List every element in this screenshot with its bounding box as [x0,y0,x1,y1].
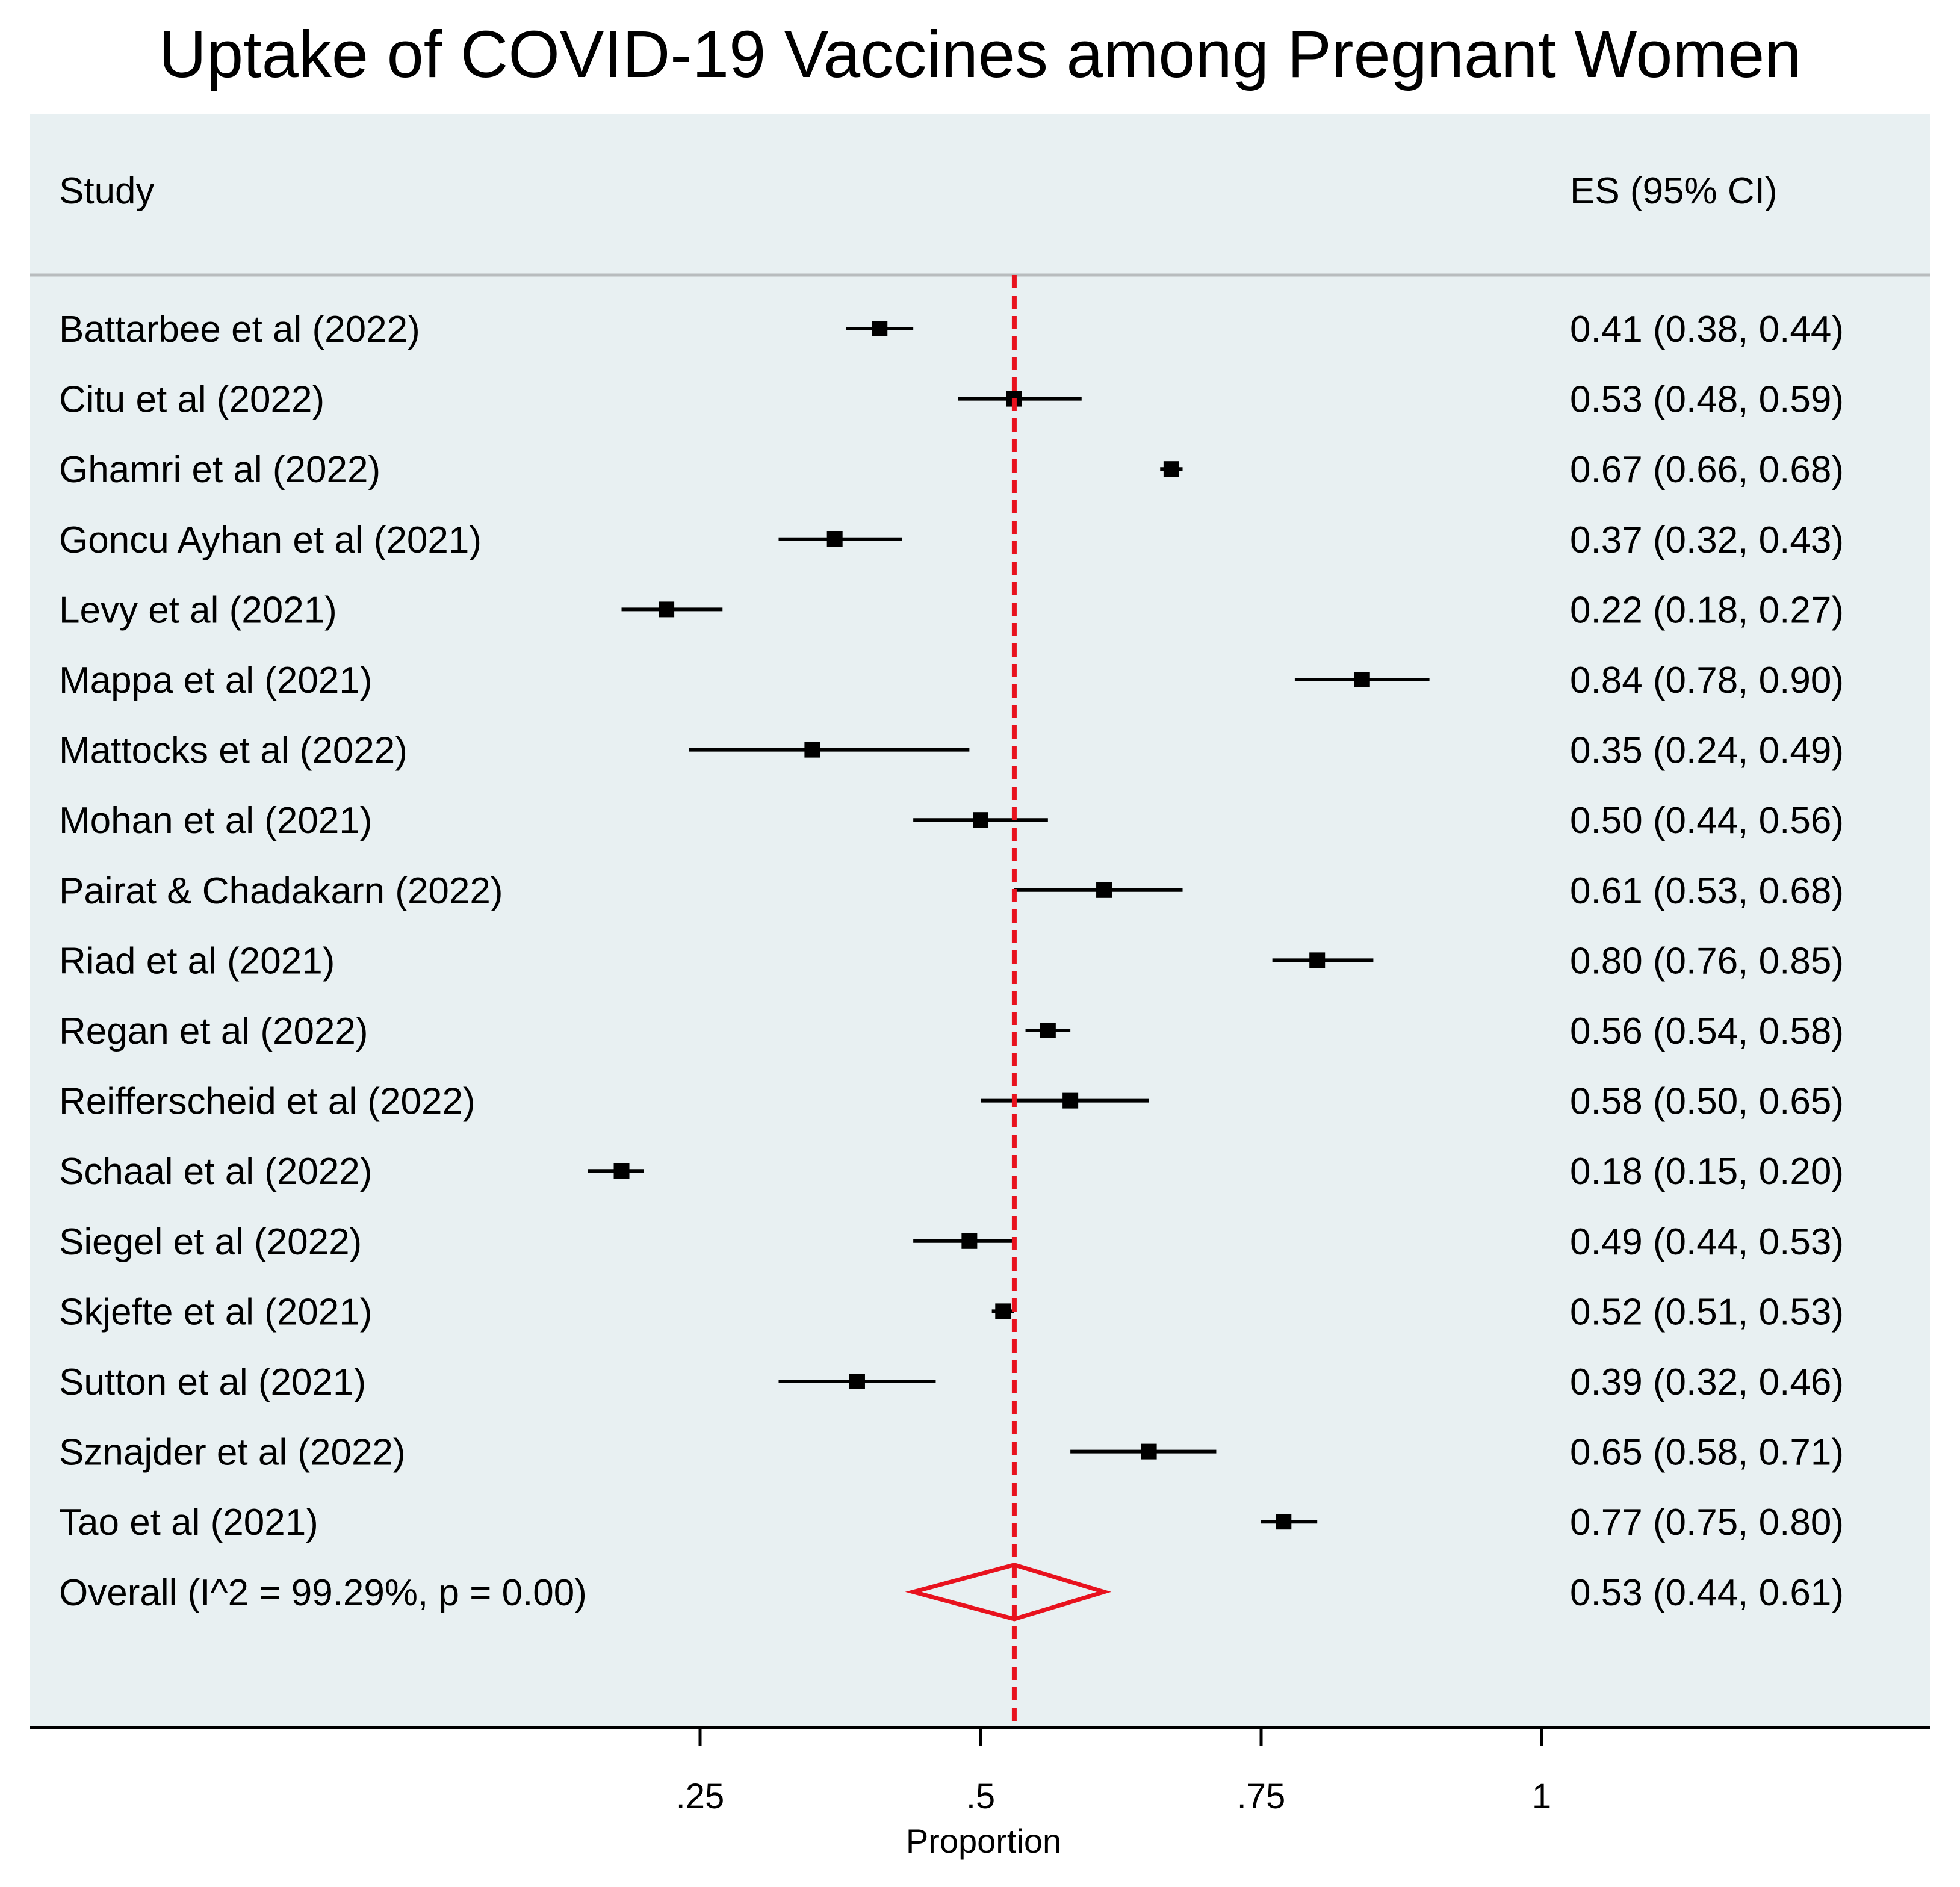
overall-diamond [905,1563,1112,1622]
study-label: Reifferscheid et al (2022) [59,1081,476,1123]
study-es-ci: 0.61 (0.53, 0.68) [1570,870,1844,912]
study-row: Pairat & Chadakarn (2022) 0.61 (0.53, 0.6… [59,870,1844,912]
study-label: Siegel et al (2022) [59,1221,362,1263]
x-tick-label: 1 [1532,1777,1551,1816]
study-label: Mohan et al (2021) [59,800,372,841]
study-label: Skjefte et al (2021) [59,1291,372,1333]
study-label: Levy et al (2021) [59,589,337,631]
point-estimate [1096,882,1112,898]
point-estimate [961,1233,978,1249]
point-estimate [995,1303,1011,1319]
point-estimate [826,531,843,547]
point-estimate [973,812,988,828]
study-es-ci: 0.84 (0.78, 0.90) [1570,660,1844,701]
study-row: Levy et al (2021) 0.22 (0.18, 0.27) [59,589,1844,631]
study-label: Ghamri et al (2022) [59,449,380,491]
x-axis-label: Proportion [906,1822,1061,1860]
x-tick-label: .5 [966,1777,995,1816]
study-label: Pairat & Chadakarn (2022) [59,870,503,912]
study-es-ci: 0.58 (0.50, 0.65) [1570,1081,1844,1123]
study-row: Skjefte et al (2021) 0.52 (0.51, 0.53) [59,1291,1844,1333]
study-es-ci: 0.50 (0.44, 0.56) [1570,800,1844,841]
study-es-ci: 0.80 (0.76, 0.85) [1570,940,1844,982]
study-row: Mohan et al (2021) 0.50 (0.44, 0.56) [59,800,1844,841]
point-estimate [1141,1443,1157,1460]
study-es-ci: 0.18 (0.15, 0.20) [1570,1151,1844,1192]
point-estimate [872,321,888,336]
study-row: Siegel et al (2022) 0.49 (0.44, 0.53) [59,1221,1844,1263]
study-row: Reifferscheid et al (2022) 0.58 (0.50, 0.… [59,1081,1844,1123]
chart-title: Uptake of COVID-19 Vaccines among Pregna… [159,17,1802,91]
study-rows: Battarbee et al (2022) 0.41 (0.38, 0.44) C… [59,309,1844,1614]
study-row: Sznajder et al (2022) 0.65 (0.58, 0.71) [59,1432,1844,1473]
header-es-ci: ES (95% CI) [1570,170,1778,212]
study-label: Mappa et al (2021) [59,660,372,701]
study-es-ci: 0.77 (0.75, 0.80) [1570,1502,1844,1543]
study-es-ci: 0.53 (0.48, 0.59) [1570,379,1844,421]
overall-row: Overall (I^2 = 99.29%, p = 0.00) 0.53 (0.… [59,1572,1844,1614]
point-estimate [1309,952,1326,968]
point-estimate [1062,1092,1079,1109]
study-row: Mattocks et al (2022) 0.35 (0.24, 0.49) [59,730,1844,772]
point-estimate [1040,1023,1056,1038]
study-label: Sznajder et al (2022) [59,1432,406,1473]
overall-label: Overall (I^2 = 99.29%, p = 0.00) [59,1572,587,1614]
point-estimate [849,1374,865,1389]
study-label: Regan et al (2022) [59,1011,368,1052]
study-row: Goncu Ayhan et al (2021) 0.37 (0.32, 0.43… [59,519,1844,561]
header-study: Study [59,170,155,212]
overall-es-ci: 0.53 (0.44, 0.61) [1570,1572,1844,1614]
study-es-ci: 0.37 (0.32, 0.43) [1570,519,1844,561]
study-label: Riad et al (2021) [59,940,335,982]
study-label: Citu et al (2022) [59,379,324,421]
x-tick-label: .75 [1237,1777,1286,1816]
study-row: Citu et al (2022) 0.53 (0.48, 0.59) [59,379,1844,421]
study-es-ci: 0.52 (0.51, 0.53) [1570,1291,1844,1333]
study-es-ci: 0.49 (0.44, 0.53) [1570,1221,1844,1263]
study-row: Ghamri et al (2022) 0.67 (0.66, 0.68) [59,449,1844,491]
study-row: Schaal et al (2022) 0.18 (0.15, 0.20) [59,1151,1844,1192]
study-es-ci: 0.56 (0.54, 0.58) [1570,1011,1844,1052]
point-estimate [1276,1514,1292,1530]
study-row: Mappa et al (2021) 0.84 (0.78, 0.90) [59,660,1844,701]
study-label: Mattocks et al (2022) [59,730,408,772]
point-estimate [659,601,675,618]
study-row: Battarbee et al (2022) 0.41 (0.38, 0.44) [59,309,1844,350]
study-es-ci: 0.67 (0.66, 0.68) [1570,449,1844,491]
x-axis-ticks: .25 .5 .75 1 [676,1727,1551,1816]
study-es-ci: 0.35 (0.24, 0.49) [1570,730,1844,772]
plot-panel [30,114,1930,1727]
study-label: Tao et al (2021) [59,1502,318,1543]
study-row: Riad et al (2021) 0.80 (0.76, 0.85) [59,940,1844,982]
study-es-ci: 0.22 (0.18, 0.27) [1570,589,1844,631]
study-label: Goncu Ayhan et al (2021) [59,519,482,561]
point-estimate [804,742,820,758]
x-tick-label: .25 [676,1777,725,1816]
study-row: Tao et al (2021) 0.77 (0.75, 0.80) [59,1502,1844,1543]
study-row: Sutton et al (2021) 0.39 (0.32, 0.46) [59,1362,1844,1403]
study-label: Battarbee et al (2022) [59,309,420,350]
point-estimate [1163,461,1179,477]
study-row: Regan et al (2022) 0.56 (0.54, 0.58) [59,1011,1844,1052]
study-es-ci: 0.39 (0.32, 0.46) [1570,1362,1844,1403]
point-estimate [613,1163,630,1179]
study-es-ci: 0.65 (0.58, 0.71) [1570,1432,1844,1473]
point-estimate [1354,672,1370,687]
study-es-ci: 0.41 (0.38, 0.44) [1570,309,1844,350]
study-label: Schaal et al (2022) [59,1151,372,1192]
study-label: Sutton et al (2021) [59,1362,366,1403]
